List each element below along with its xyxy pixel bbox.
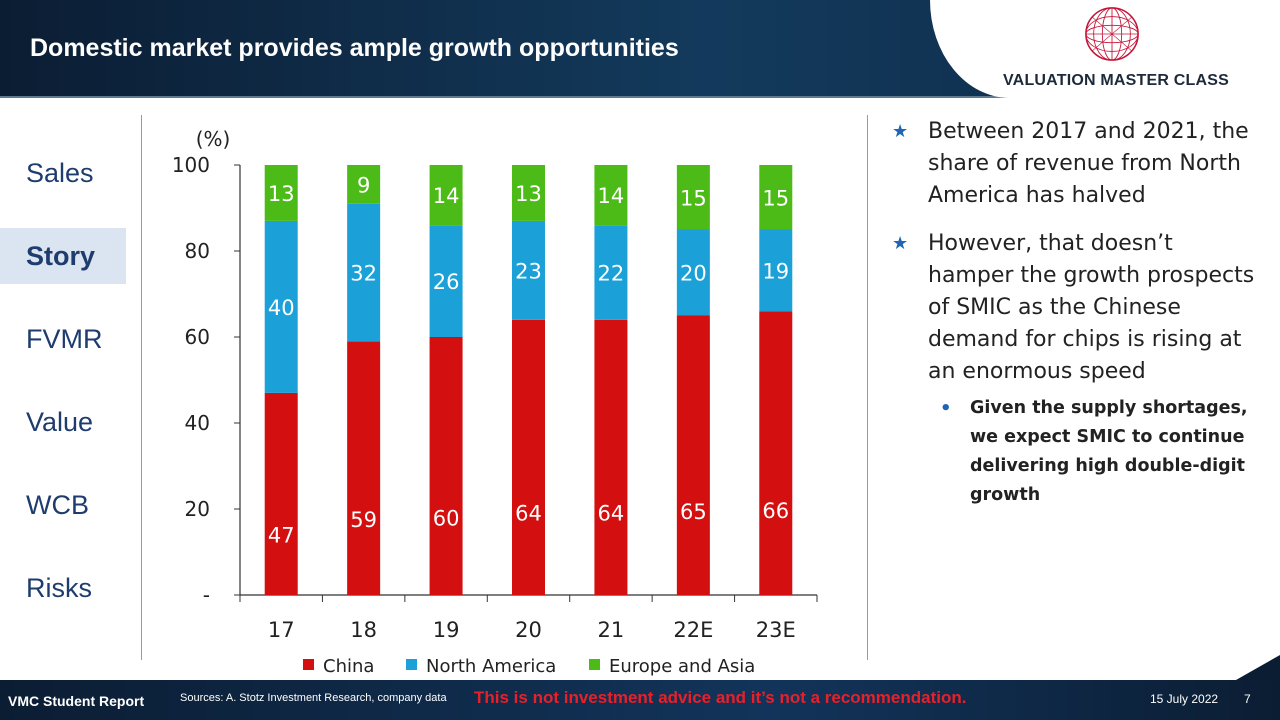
data-label: 47 — [268, 523, 295, 547]
star-icon: ★ — [892, 121, 909, 142]
y-tick-label: 40 — [185, 411, 210, 435]
bar-segment — [594, 225, 628, 320]
footer-report-name: VMC Student Report — [8, 693, 145, 709]
legend-label: China — [323, 656, 374, 677]
data-label: 15 — [680, 186, 707, 210]
sidebar-item-wcb[interactable]: WCB — [26, 490, 89, 520]
bar-segment — [676, 229, 710, 316]
data-label: 20 — [680, 262, 707, 286]
data-label: 60 — [433, 507, 460, 531]
bar-segment — [594, 165, 628, 226]
bar-segment — [264, 220, 298, 393]
bar-segment — [264, 165, 298, 221]
y-axis-label: (%) — [196, 127, 231, 151]
data-label: 40 — [268, 296, 295, 320]
legend-swatch — [589, 659, 600, 670]
footer-date: 15 July 2022 — [1150, 692, 1219, 706]
notes-divider — [867, 115, 868, 660]
data-label: 32 — [350, 262, 377, 286]
bar-segment — [347, 165, 381, 204]
sidebar-item-risks[interactable]: Risks — [26, 573, 92, 603]
data-label: 14 — [598, 184, 625, 208]
note-sub-text: Given the supply shortages, we expect SM… — [970, 398, 1248, 505]
notes-panel: ★ Between 2017 and 2021, the share of re… — [890, 116, 1265, 510]
bar-segment — [759, 229, 793, 312]
footer-sources: Sources: A. Stotz Investment Research, c… — [180, 692, 447, 704]
data-label: 64 — [515, 501, 542, 525]
data-label: 14 — [433, 184, 460, 208]
bar-segment — [676, 165, 710, 230]
logo-text: VALUATION MASTER CLASS — [1003, 72, 1230, 89]
y-tick-label: 20 — [185, 497, 210, 521]
page-title: Domestic market provides ample growth op… — [30, 34, 679, 62]
sidebar-divider — [141, 115, 142, 660]
bar-segment — [347, 341, 381, 595]
footer-disclaimer: This is not investment advice and it’s n… — [474, 688, 967, 707]
data-label: 65 — [680, 500, 707, 524]
bar-segment — [347, 203, 381, 342]
bar-segment — [512, 220, 545, 320]
x-tick-label: 22E — [673, 618, 713, 642]
legend-swatch — [303, 659, 314, 670]
bar-segment — [512, 165, 545, 221]
x-tick-label: 17 — [268, 618, 295, 642]
data-label: 13 — [515, 182, 542, 206]
data-label: 23 — [515, 259, 542, 283]
data-label: 13 — [268, 182, 295, 206]
legend-swatch — [406, 659, 417, 670]
legend-label: North America — [426, 656, 556, 677]
x-tick-label: 19 — [433, 618, 460, 642]
footer-corner-accent — [1236, 655, 1280, 680]
bar-segment — [264, 392, 298, 595]
data-label: 64 — [598, 501, 625, 525]
data-label: 22 — [598, 262, 625, 286]
x-tick-label: 20 — [515, 618, 542, 642]
revenue-share-chart: (%) - 20 40 60 80 100 47 40 13 17 59 32 9 18 60 26 14 19 64… — [172, 127, 818, 677]
bar-segment — [759, 311, 793, 595]
sidebar-item-sales[interactable]: Sales — [26, 158, 94, 188]
data-label: 66 — [762, 499, 789, 523]
bar-segment — [429, 337, 463, 595]
x-tick-label: 18 — [350, 618, 377, 642]
y-tick-label: - — [203, 583, 210, 607]
data-label: 26 — [433, 270, 460, 294]
bar-segment — [759, 165, 793, 230]
globe-logo-icon — [1085, 7, 1139, 61]
note-sub-bullet: • Given the supply shortages, we expect … — [890, 394, 1265, 510]
data-label: 59 — [350, 508, 377, 532]
y-tick-label: 60 — [185, 325, 210, 349]
bar-segment — [594, 319, 628, 595]
sidebar-item-fvmr[interactable]: FVMR — [26, 324, 103, 354]
data-label: 19 — [762, 259, 789, 283]
footer-page-number: 7 — [1244, 692, 1251, 706]
footer-bar — [0, 680, 1280, 720]
data-label: 9 — [357, 173, 370, 197]
bar-segment — [429, 165, 463, 226]
note-bullet-2: ★ However, that doesn’t hamper the growt… — [890, 228, 1265, 388]
bar-segment — [429, 225, 463, 337]
x-tick-label: 23E — [756, 618, 796, 642]
legend-label: Europe and Asia — [609, 656, 755, 677]
sidebar-item-story[interactable]: Story — [0, 228, 126, 284]
bar-segment — [676, 315, 710, 595]
data-label: 15 — [762, 186, 789, 210]
dot-icon: • — [940, 398, 952, 419]
y-tick-label: 100 — [172, 153, 210, 177]
sidebar-item-value[interactable]: Value — [26, 407, 94, 437]
x-tick-label: 21 — [598, 618, 625, 642]
y-tick-label: 80 — [185, 239, 210, 263]
note-text-1: Between 2017 and 2021, the share of reve… — [928, 119, 1249, 208]
note-bullet-1: ★ Between 2017 and 2021, the share of re… — [890, 116, 1265, 212]
note-text-2: However, that doesn’t hamper the growth … — [928, 231, 1255, 384]
bar-segment — [512, 319, 545, 595]
header-divider — [0, 96, 1280, 98]
star-icon: ★ — [892, 233, 909, 254]
